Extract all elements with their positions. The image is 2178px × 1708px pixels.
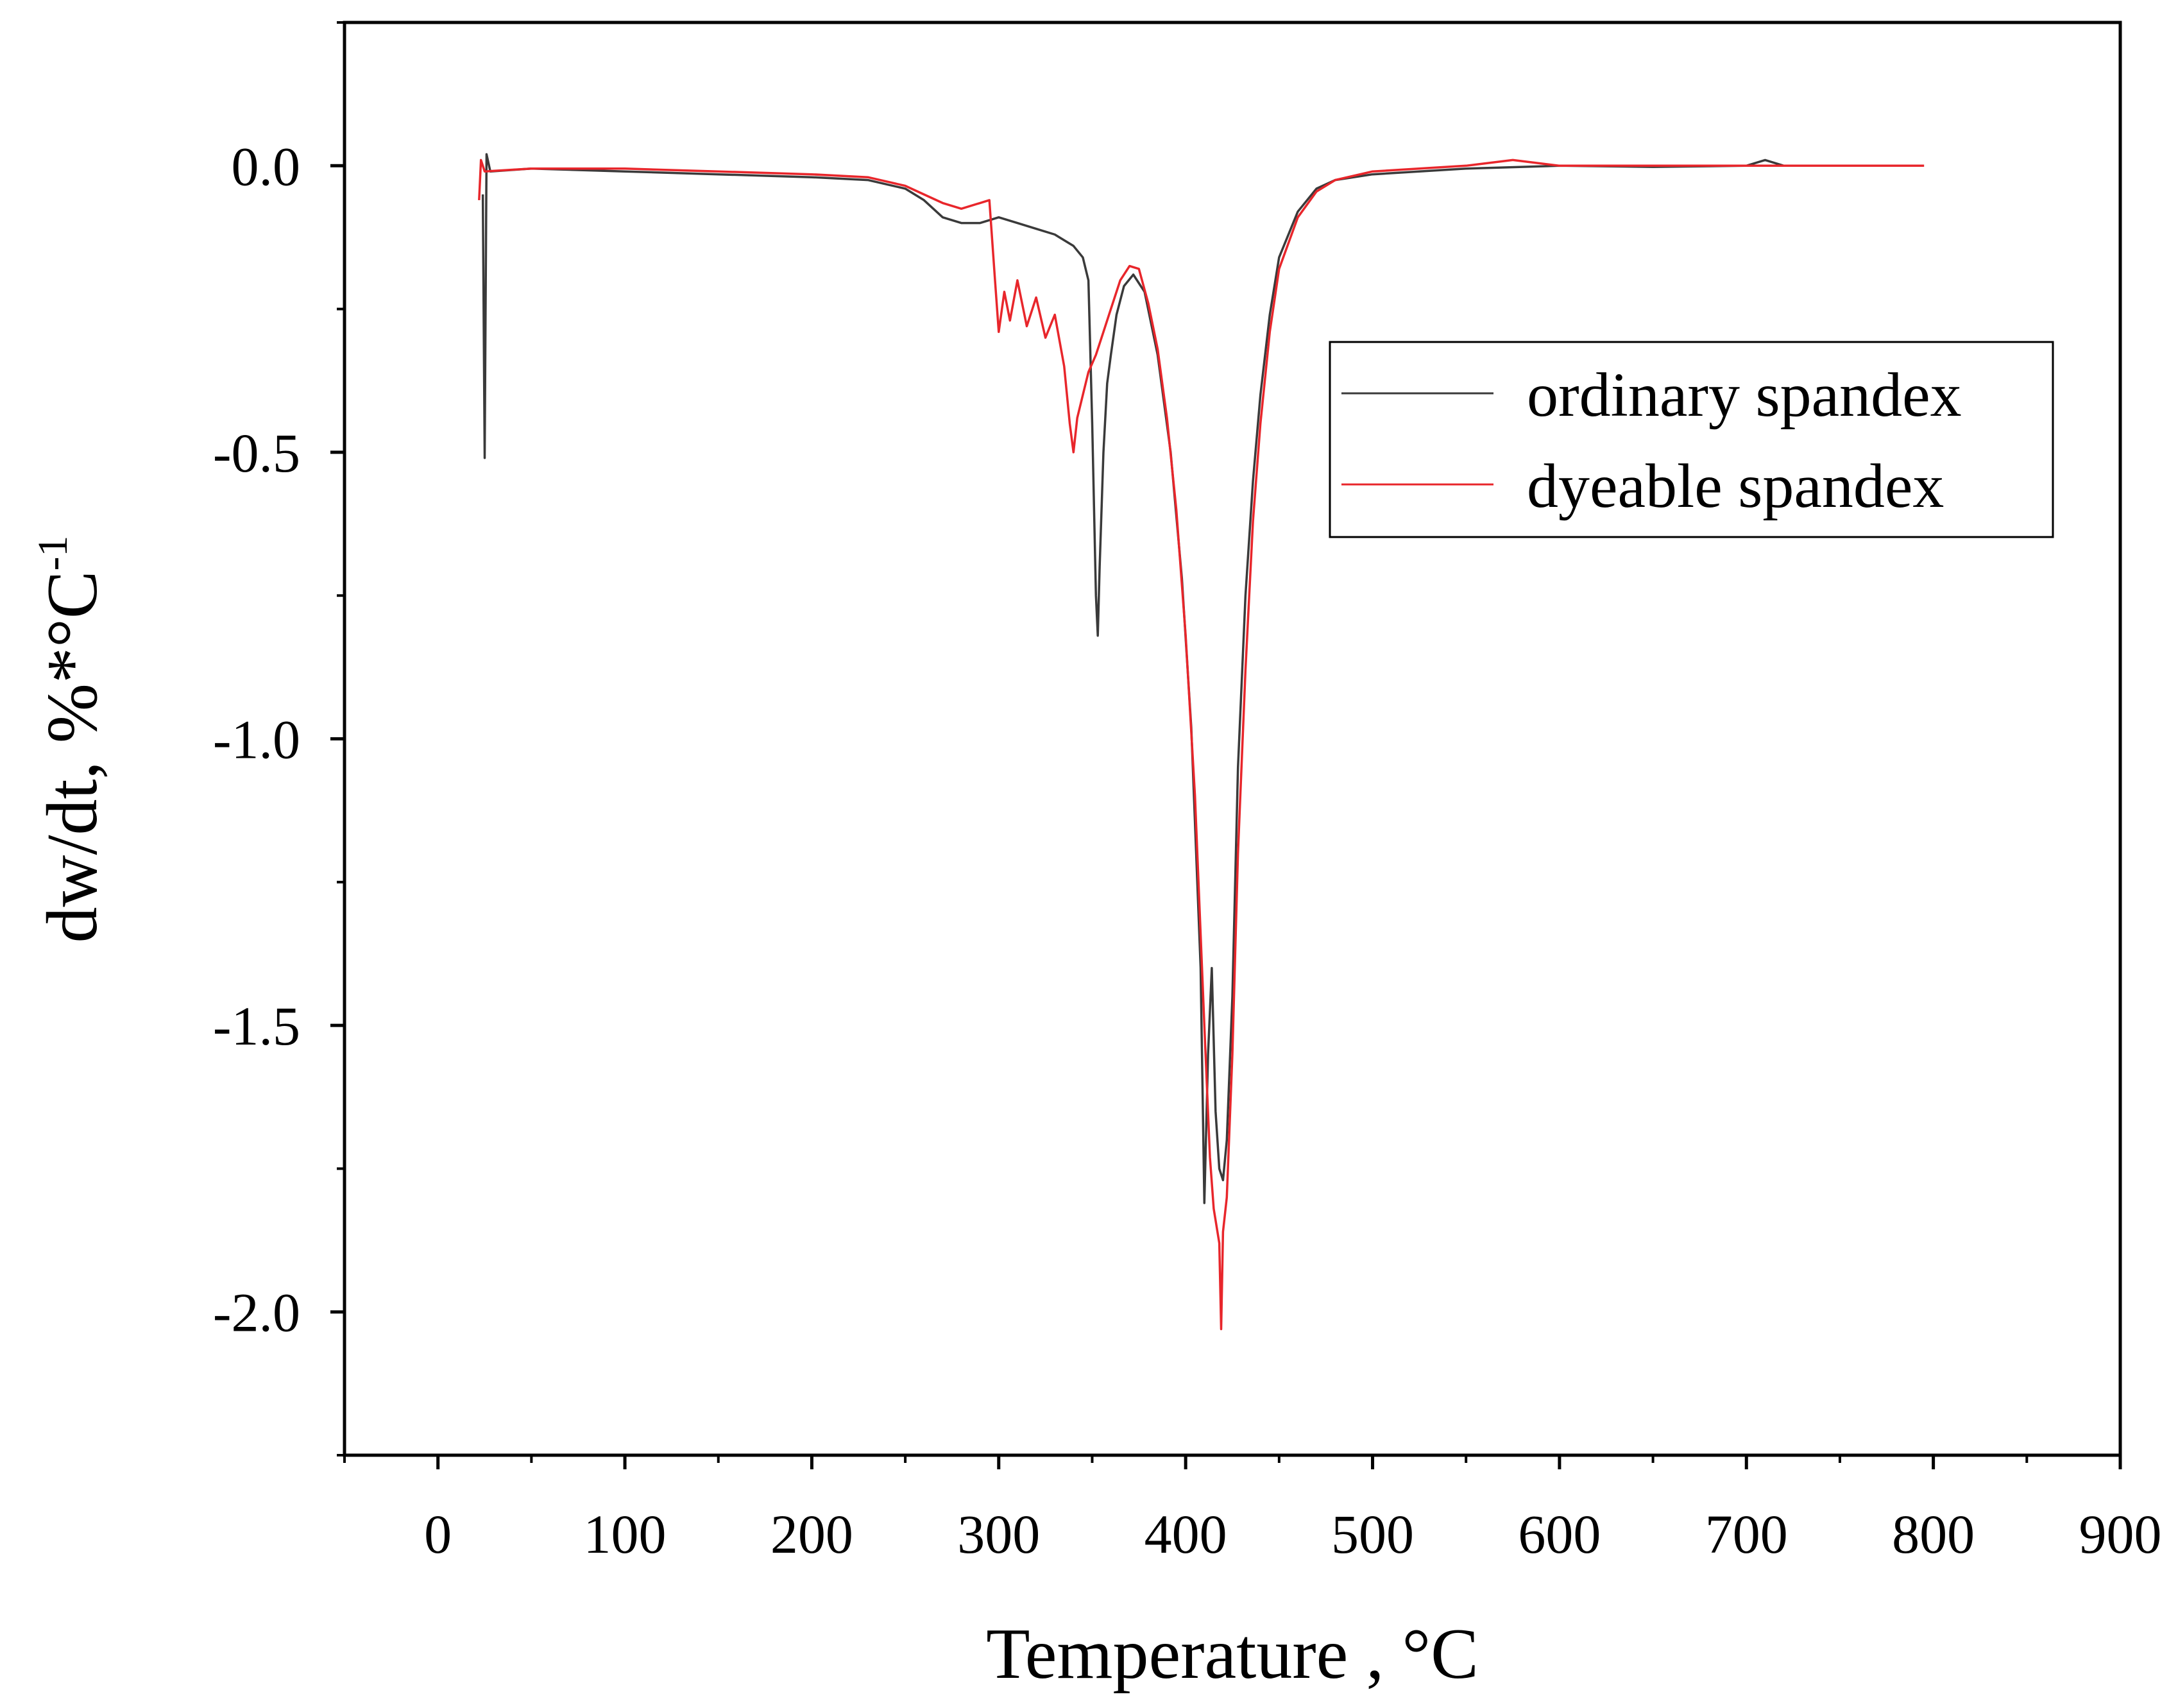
legend: ordinary spandex dyeable spandex: [1329, 341, 2054, 538]
x-tick-label: 800: [1892, 1503, 1975, 1565]
legend-label-dyeable-spandex: dyeable spandex: [1527, 452, 1944, 521]
y-tick-label: -1.0: [213, 709, 300, 771]
x-tick-label: 0: [424, 1503, 452, 1565]
x-tick-label: 200: [770, 1503, 853, 1565]
legend-box: [1329, 341, 2054, 538]
x-tick-label: 500: [1331, 1503, 1414, 1565]
y-tick-label: -2.0: [213, 1282, 300, 1344]
x-tick-label: 300: [957, 1503, 1040, 1565]
x-axis-title: Temperature , °C: [986, 1614, 1479, 1694]
y-axis-title-superscript: -1: [30, 536, 76, 571]
x-tick-label: 700: [1705, 1503, 1788, 1565]
x-axis-ticks: 0 100 200 300 400 500 600 700 800 900: [343, 1455, 2162, 1565]
y-tick-label: 0.0: [232, 135, 301, 197]
y-axis-ticks: 0.0 -0.5 -1.0 -1.5 -2.0: [213, 21, 345, 1456]
series-line-dyeable-spandex: [478, 158, 1925, 1331]
y-tick-label: -0.5: [213, 422, 300, 484]
series-group: [478, 153, 1925, 1331]
y-axis-title-group: dw/dt, %*°C-1: [30, 536, 112, 943]
x-tick-label: 100: [584, 1503, 667, 1565]
x-tick-label: 900: [2079, 1503, 2162, 1565]
y-axis-title-main: dw/dt, %*°C: [33, 571, 112, 943]
x-tick-label: 600: [1518, 1503, 1601, 1565]
x-tick-label: 400: [1144, 1503, 1227, 1565]
y-axis-title: dw/dt, %*°C-1: [30, 536, 112, 943]
y-tick-label: -1.5: [213, 995, 300, 1057]
legend-label-ordinary-spandex: ordinary spandex: [1527, 361, 1962, 430]
